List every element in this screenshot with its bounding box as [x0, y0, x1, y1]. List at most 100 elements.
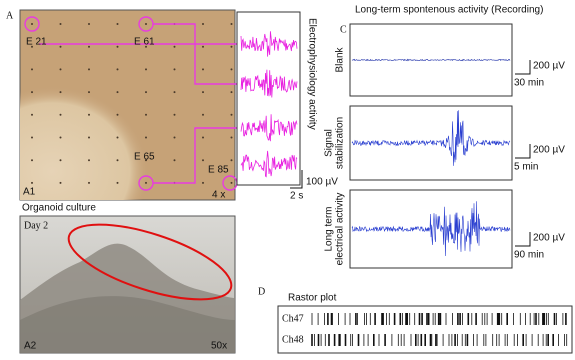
electrode-dot	[59, 136, 62, 139]
electrode-dot	[31, 181, 33, 184]
trace	[240, 69, 298, 98]
electrode-dot	[116, 23, 119, 25]
c-trace	[351, 58, 511, 62]
electrode-dot	[145, 159, 147, 162]
day-label: Day 2	[24, 220, 48, 231]
channel-label: Ch48	[282, 334, 304, 345]
electrode-dot	[59, 45, 62, 48]
scale-x: 2 s	[290, 191, 303, 202]
electrode-dot	[31, 45, 33, 48]
electrode-label: E 21	[26, 37, 47, 48]
c-row-label: Blank	[335, 46, 346, 72]
image-label: A1	[23, 187, 36, 198]
electrode-dot	[145, 113, 147, 116]
electrode-dot	[88, 136, 90, 139]
electrode-dot	[145, 45, 147, 48]
b-traces	[240, 31, 298, 178]
electrode-dot	[173, 159, 176, 162]
electrode-dot	[230, 136, 233, 139]
c-trace	[351, 201, 511, 257]
electrode-dot	[173, 45, 176, 48]
raster-spikes	[311, 313, 568, 346]
electrode-dot	[31, 159, 33, 162]
electrode-dot	[173, 136, 176, 139]
scale-y: 200 µV	[533, 145, 565, 156]
image-label: A2	[24, 341, 37, 352]
electrode-dot	[230, 181, 233, 184]
electrode-dot	[88, 159, 90, 162]
panel-letter: A	[6, 10, 14, 21]
electrode-dot	[59, 181, 62, 184]
organoid-core	[20, 296, 235, 353]
side-title: Electrophysiology activity	[306, 18, 317, 130]
electrode-dot	[116, 68, 119, 71]
electrode-dot	[116, 181, 119, 184]
electrode-dot	[202, 181, 204, 184]
electrode-dot	[59, 159, 62, 162]
electrode-dot	[145, 23, 147, 25]
electrode-dot	[173, 91, 176, 94]
a1-shade	[20, 10, 235, 200]
electrode-dot	[230, 68, 233, 71]
electrode-dot	[88, 45, 90, 48]
electrode-dot	[230, 91, 233, 94]
highlight-ellipse	[67, 223, 233, 301]
electrode-dot	[202, 91, 204, 94]
electrode-label: E 65	[134, 152, 155, 163]
c-scale-bar	[515, 232, 531, 247]
electrode-dot	[202, 136, 204, 139]
electrode-dot	[230, 45, 233, 48]
trace	[240, 114, 298, 142]
electrode-dot	[145, 181, 147, 184]
c-scale-bar	[515, 144, 531, 159]
electrode-dot	[31, 113, 33, 116]
magnification: 4 x	[212, 190, 225, 201]
electrode-dot	[59, 113, 62, 116]
scale-x: 90 min	[514, 250, 544, 261]
electrode-dot	[31, 23, 33, 25]
electrode-dot	[116, 136, 119, 139]
c-row-label: Signal	[324, 129, 335, 157]
electrode-dot	[202, 23, 204, 25]
b-box	[236, 11, 301, 186]
scale-y: 100 µV	[306, 177, 338, 188]
c-row-label: electrical activity	[335, 193, 346, 266]
electrode-dot	[59, 68, 62, 71]
electrode-dot	[88, 68, 90, 71]
electrode-dot	[31, 136, 33, 139]
scale-x: 5 min	[514, 162, 538, 173]
electrode-dot	[59, 23, 62, 25]
electrode-dot	[202, 113, 204, 116]
trace	[240, 31, 298, 57]
c-row-label: Long term	[324, 206, 335, 251]
electrode-dot	[88, 113, 90, 116]
scale-y: 200 µV	[533, 233, 565, 244]
electrode-dot	[173, 68, 176, 71]
c-scale-bar	[515, 60, 531, 75]
electrode-dot	[116, 45, 119, 48]
electrode-dot	[230, 23, 233, 25]
electrode-dot	[116, 159, 119, 162]
a2-heading: Organoid culture	[22, 203, 96, 214]
c-row-label: stabilization	[335, 117, 346, 169]
c-title: Long-term spontenous activity (Recording…	[355, 5, 543, 16]
electrode-dot	[145, 91, 147, 94]
electrode-dot	[31, 91, 33, 94]
electrode-label: E 61	[134, 37, 155, 48]
electrode-dot	[116, 91, 119, 94]
electrode-dot	[59, 91, 62, 94]
electrode-dot	[88, 181, 90, 184]
d-title: Rastor plot	[288, 293, 337, 304]
electrode-dot	[230, 113, 233, 116]
electrode-dot	[173, 113, 176, 116]
electrode-dot	[230, 159, 233, 162]
electrode-dot	[88, 91, 90, 94]
electrode-dot	[202, 159, 204, 162]
channel-label: Ch47	[282, 313, 304, 324]
panel-letter: C	[340, 24, 347, 35]
magnification: 50x	[211, 341, 227, 352]
b-scale-bar	[290, 170, 303, 189]
panel-letter: D	[258, 286, 265, 297]
c-panels: Blank 200 µV 30 min Signal stabilization 200 …	[324, 23, 565, 269]
